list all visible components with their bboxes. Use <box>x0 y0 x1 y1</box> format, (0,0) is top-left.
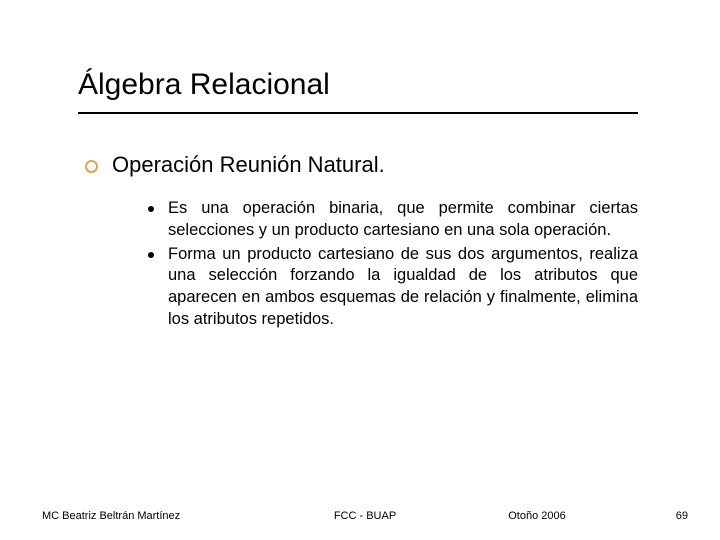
level1-item: Operación Reunión Natural. <box>85 152 385 178</box>
dot-bullet-icon <box>148 252 154 258</box>
footer-term: Otoño 2006 <box>508 510 566 522</box>
level2-text: Forma un producto cartesiano de sus dos … <box>168 244 638 331</box>
list-item: Es una operación binaria, que permite co… <box>148 198 638 242</box>
dot-bullet-icon <box>148 206 154 212</box>
level2-list: Es una operación binaria, que permite co… <box>148 198 638 333</box>
footer-author: MC Beatriz Beltrán Martínez <box>42 510 252 522</box>
level2-text: Es una operación binaria, que permite co… <box>168 198 638 242</box>
footer-right: Otoño 2006 69 <box>478 510 688 522</box>
footer: MC Beatriz Beltrán Martínez FCC - BUAP O… <box>0 510 720 522</box>
title-underline <box>78 112 638 114</box>
footer-page-number: 69 <box>676 510 688 522</box>
footer-center: FCC - BUAP <box>252 510 478 522</box>
circle-bullet-icon <box>85 160 98 173</box>
slide: Álgebra Relacional Operación Reunión Nat… <box>0 0 720 540</box>
list-item: Forma un producto cartesiano de sus dos … <box>148 244 638 331</box>
slide-title: Álgebra Relacional <box>78 68 330 102</box>
level1-text: Operación Reunión Natural. <box>112 152 385 178</box>
